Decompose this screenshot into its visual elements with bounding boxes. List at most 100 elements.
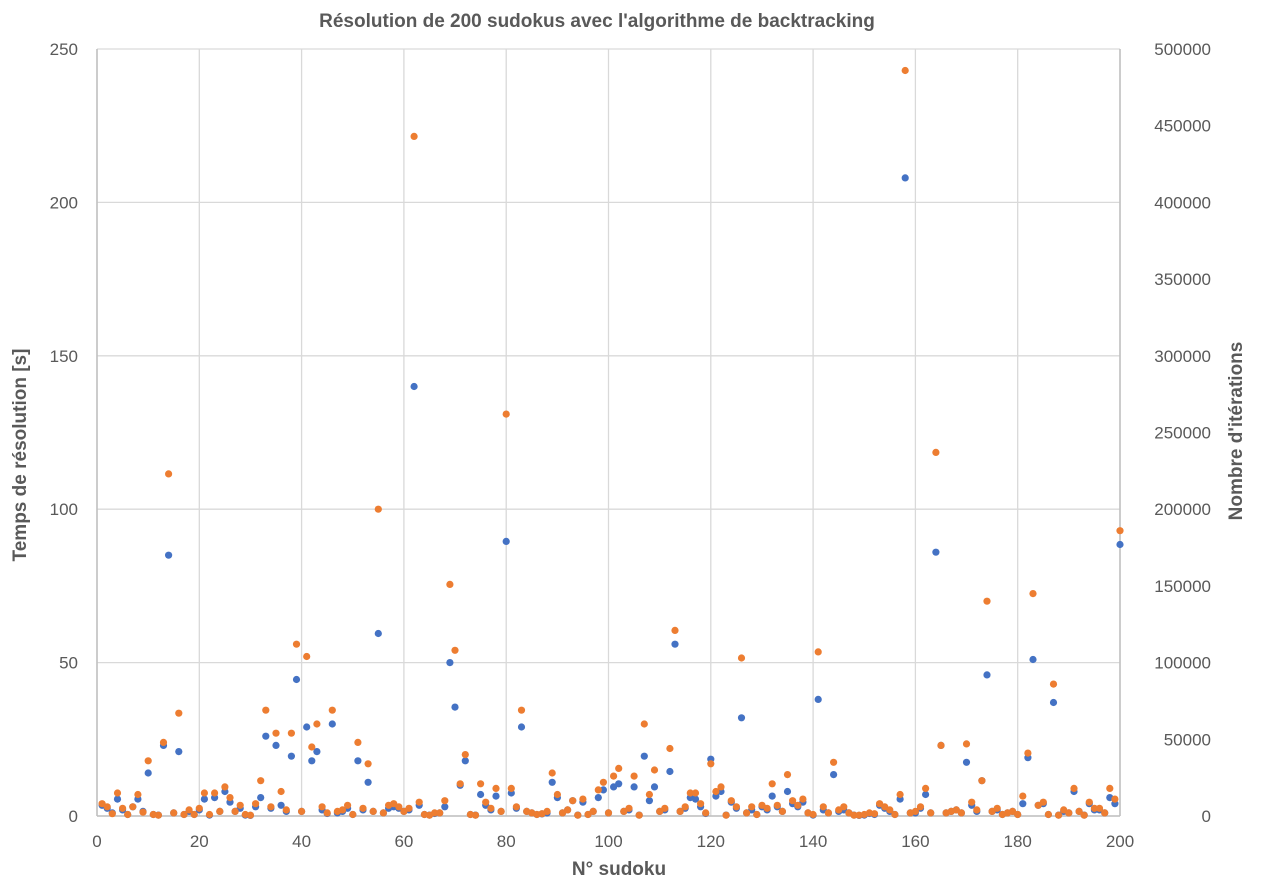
time-point — [328, 720, 336, 728]
iterations-point — [497, 807, 505, 816]
iterations-point — [870, 810, 879, 818]
time-point — [922, 790, 930, 799]
time-point — [308, 757, 316, 765]
iterations-point — [773, 801, 781, 809]
iterations-point — [119, 804, 127, 812]
y2-tick-label: 200000 — [1154, 500, 1211, 519]
y-tick-label: 100 — [50, 500, 78, 519]
iterations-point — [896, 790, 904, 799]
time-point — [666, 767, 674, 776]
iterations-point — [727, 797, 735, 805]
iterations-point — [650, 766, 659, 774]
iterations-point — [932, 448, 940, 456]
time-point — [594, 794, 602, 802]
y2-tick-label: 100000 — [1154, 654, 1211, 673]
iterations-point — [359, 804, 367, 812]
iterations-point — [205, 810, 214, 819]
time-point — [200, 795, 208, 803]
iterations-point — [231, 807, 239, 816]
y2-tick-label: 150000 — [1154, 577, 1211, 596]
iterations-point — [973, 806, 981, 814]
iterations-point — [129, 803, 137, 811]
iterations-point — [1116, 527, 1124, 535]
iterations-point — [911, 807, 920, 816]
iterations-point — [962, 740, 971, 748]
iterations-point — [405, 804, 413, 812]
iterations-point — [461, 751, 469, 759]
time-point — [477, 790, 485, 799]
iterations-point — [957, 809, 966, 817]
time-point — [983, 671, 991, 679]
iterations-point — [446, 580, 454, 589]
time-point — [287, 752, 295, 760]
iterations-point — [507, 784, 515, 793]
series-iterations-points — [98, 66, 1124, 819]
iterations-point — [922, 784, 930, 793]
y-tick-label: 200 — [50, 193, 78, 212]
iterations-point — [221, 783, 229, 791]
iterations-point — [272, 729, 280, 737]
iterations-point — [369, 807, 377, 816]
x-tick-label: 200 — [1106, 832, 1134, 851]
time-point — [691, 795, 700, 803]
iterations-point — [323, 809, 331, 817]
iterations-point — [584, 810, 592, 819]
iterations-point — [1090, 804, 1098, 812]
iterations-point — [794, 801, 802, 809]
time-point — [1019, 800, 1027, 808]
y2-axis-title: Nombre d'itérations — [1226, 342, 1247, 521]
iterations-point — [1095, 804, 1104, 812]
time-point — [277, 801, 285, 809]
time-point — [548, 778, 556, 786]
y-tick-label: 150 — [50, 347, 78, 366]
time-point — [517, 723, 526, 731]
iterations-point — [1044, 810, 1052, 819]
time-point — [645, 797, 654, 805]
y2-tick-label: 400000 — [1154, 193, 1211, 212]
time-point — [492, 792, 500, 800]
y-tick-label: 50 — [59, 654, 78, 673]
iterations-point — [722, 811, 730, 819]
iterations-point — [308, 743, 316, 751]
iterations-point — [594, 786, 602, 794]
y2-tick-label: 50000 — [1164, 730, 1211, 749]
y2-tick-label: 350000 — [1154, 270, 1211, 289]
iterations-point — [431, 809, 439, 817]
iterations-point — [1101, 809, 1109, 817]
iterations-point — [830, 758, 838, 766]
iterations-point — [850, 811, 858, 819]
iterations-point — [645, 790, 654, 799]
iterations-point — [697, 800, 705, 808]
series-time-points — [98, 174, 1124, 820]
iterations-point — [886, 806, 894, 814]
x-tick-label: 180 — [1004, 832, 1032, 851]
iterations-point — [737, 654, 746, 662]
time-point — [814, 695, 822, 704]
time-point — [374, 629, 382, 638]
iterations-point — [441, 797, 449, 805]
x-tick-label: 20 — [190, 832, 209, 851]
iterations-point — [681, 803, 689, 811]
iterations-point — [267, 803, 275, 811]
time-point — [272, 741, 280, 750]
iterations-point — [1075, 807, 1083, 816]
iterations-point — [640, 720, 648, 728]
iterations-point — [1029, 590, 1037, 598]
iterations-point — [743, 809, 751, 817]
iterations-point — [993, 804, 1001, 812]
iterations-point — [748, 803, 756, 811]
iterations-point — [175, 709, 183, 717]
iterations-point — [139, 808, 147, 816]
iterations-point — [676, 807, 684, 816]
iterations-point — [451, 646, 459, 654]
iterations-point — [512, 803, 521, 811]
time-point — [962, 758, 971, 766]
iterations-point — [185, 806, 193, 814]
iterations-point — [579, 795, 587, 803]
time-point — [165, 551, 173, 559]
time-point — [175, 748, 183, 756]
time-point — [671, 640, 679, 648]
iterations-point — [574, 811, 582, 819]
time-point — [630, 783, 638, 791]
iterations-point — [599, 778, 608, 786]
